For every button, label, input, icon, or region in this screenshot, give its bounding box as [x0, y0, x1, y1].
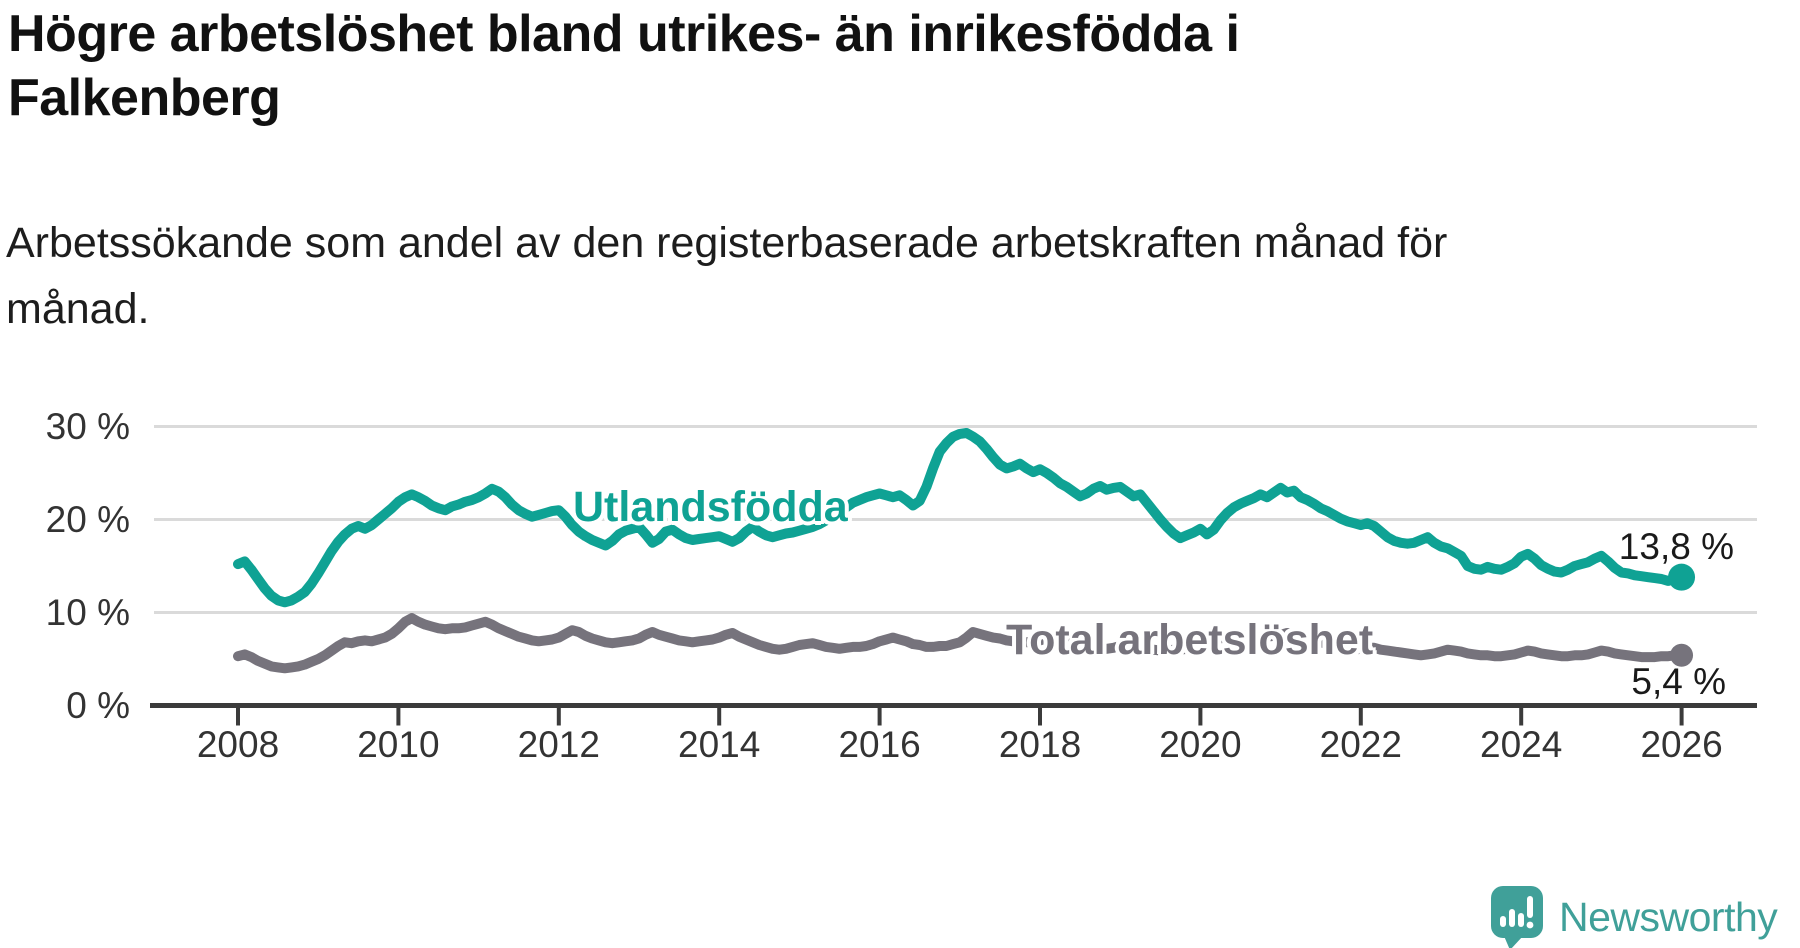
- page-subtitle: Arbetssökande som andel av den registerb…: [6, 210, 1447, 342]
- x-axis-label-2014: 2014: [678, 724, 761, 765]
- newsworthy-logo: Newsworthy: [1490, 884, 1778, 948]
- x-axis-label-2020: 2020: [1159, 724, 1242, 765]
- page-title: Högre arbetslöshet bland utrikes- än inr…: [8, 2, 1240, 130]
- newsworthy-wordmark: Newsworthy: [1559, 894, 1778, 940]
- page-title-line-2: Falkenberg: [8, 69, 281, 127]
- x-axis-label-2026: 2026: [1640, 724, 1723, 765]
- series-label-total-arbetsloshet: Total arbetslöshet: [1006, 616, 1374, 664]
- page-subtitle-line-1: Arbetssökande som andel av den registerb…: [6, 219, 1448, 267]
- end-dot-utlandsfodda: [1668, 563, 1696, 591]
- end-value-label-utlandsfodda: 13,8 %: [1618, 526, 1734, 567]
- newsworthy-bubble-chart-icon: [1491, 886, 1543, 948]
- line-total-arbetsloshet: [233, 613, 1687, 674]
- x-axis-label-2018: 2018: [998, 724, 1082, 765]
- page-title-line-1: Högre arbetslöshet bland utrikes- än inr…: [8, 5, 1240, 63]
- end-value-label-total: 5,4 %: [1631, 661, 1726, 702]
- x-axis-label-2022: 2022: [1319, 724, 1402, 765]
- x-axis-label-2024: 2024: [1480, 724, 1563, 765]
- page-subtitle-line-2: månad.: [6, 285, 150, 333]
- y-axis-label-20: 20 %: [45, 498, 130, 540]
- x-axis-label-2016: 2016: [838, 724, 921, 765]
- y-axis-label-0: 0 %: [66, 684, 130, 726]
- end-dot-total: [1670, 643, 1694, 667]
- series-label-utlandsfodda: Utlandsfödda: [573, 483, 848, 531]
- y-axis-label-10: 10 %: [45, 591, 130, 633]
- y-axis-label-30: 30 %: [45, 405, 130, 447]
- x-axis-label-2008: 2008: [196, 724, 280, 765]
- x-axis-label-2010: 2010: [357, 724, 440, 765]
- x-axis-label-2012: 2012: [517, 724, 600, 765]
- line-utlandsfodda: [233, 428, 1687, 608]
